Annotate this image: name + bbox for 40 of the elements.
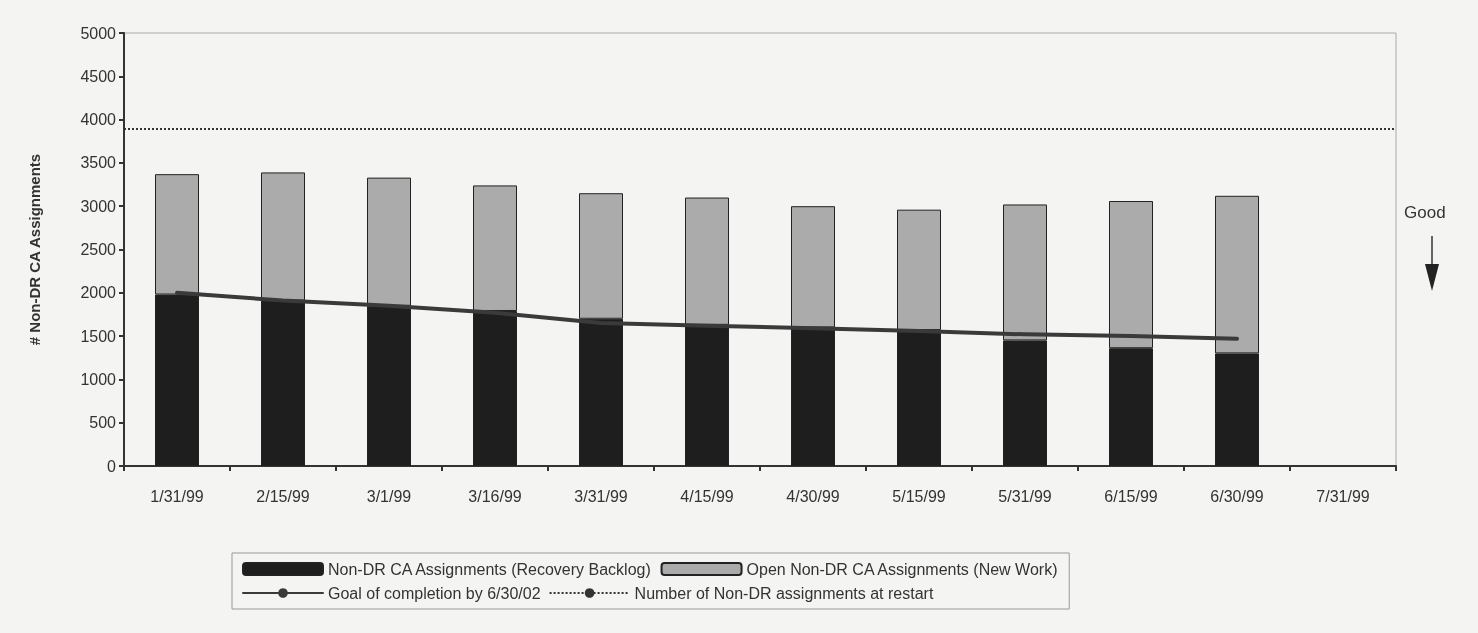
x-tick-label: 6/30/99: [1210, 487, 1264, 505]
y-tick-label: 2000: [80, 284, 117, 302]
x-tick-label: 3/31/99: [574, 487, 628, 505]
x-tick-label: 5/31/99: [998, 487, 1052, 505]
bar: [897, 209, 941, 331]
legend-label: Non-DR CA Assignments (Recovery Backlog): [328, 560, 651, 578]
y-tick-label: 1000: [80, 370, 117, 388]
bar: [897, 330, 941, 466]
y-tick-label: 5000: [80, 24, 117, 42]
bar: [367, 177, 411, 306]
bar: [261, 300, 305, 466]
y-tick-label: 1500: [80, 327, 117, 345]
bar: [791, 327, 835, 466]
bar: [685, 324, 729, 466]
bar: [261, 172, 305, 301]
y-tick-label: 2500: [80, 241, 117, 258]
y-tick-label: 4500: [80, 67, 117, 85]
x-tick-label: 1/31/99: [150, 487, 204, 505]
y-tick-label: 0: [107, 457, 117, 475]
y-axis-title: # Non-DR CA Assignments: [26, 153, 43, 346]
x-tick-label: 2/15/99: [256, 487, 310, 505]
legend-label: Goal of completion by 6/30/02: [328, 584, 541, 602]
bar: [367, 305, 411, 466]
x-tick-label: 6/15/99: [1104, 487, 1158, 505]
line-series: [175, 290, 1239, 341]
legend-label: Number of Non-DR assignments at restart: [634, 584, 934, 602]
legend-label: Open Non-DR CA Assignments (New Work): [746, 560, 1058, 578]
bar: [791, 206, 835, 328]
x-tick-label: 5/15/99: [892, 487, 946, 505]
x-tick-label: 3/1/99: [366, 487, 412, 505]
bar: [685, 197, 729, 325]
y-tick-label: 4000: [80, 111, 117, 129]
x-tick-label: 3/16/99: [468, 487, 522, 505]
y-tick-label: 500: [89, 414, 117, 432]
x-tick-label: 4/30/99: [786, 487, 840, 505]
y-tick-label: 3000: [80, 197, 117, 215]
text: Good: [1404, 203, 1446, 223]
y-tick-label: 3500: [80, 154, 117, 172]
x-tick-label: 7/31/99: [1316, 487, 1370, 505]
x-tick-label: 4/15/99: [680, 487, 734, 505]
